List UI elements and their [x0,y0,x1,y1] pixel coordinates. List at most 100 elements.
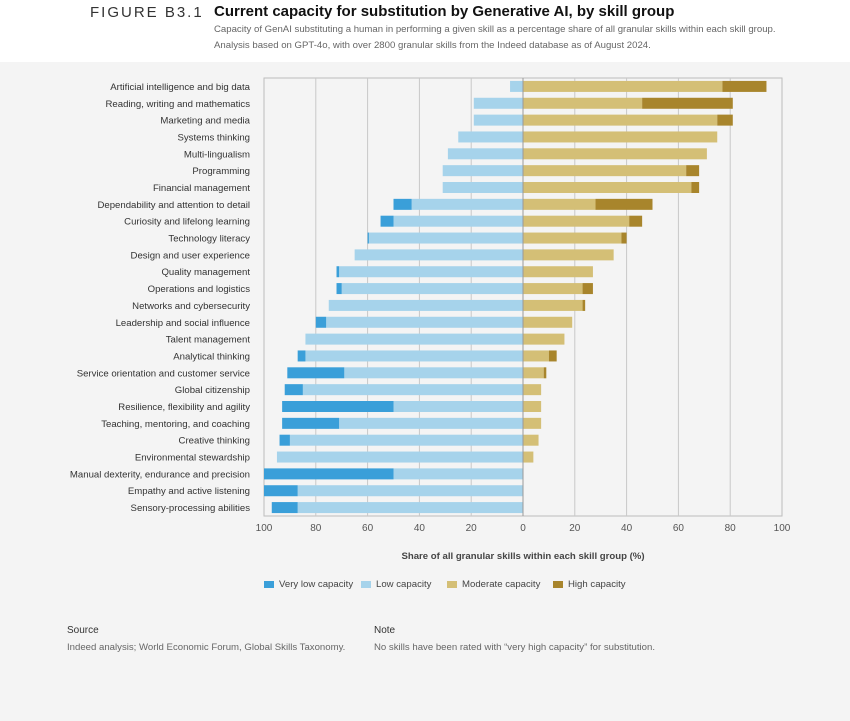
bar-very-low-capacity [336,266,340,278]
category-label: Service orientation and customer service [77,368,250,379]
category-label: Sensory-processing abilities [131,503,251,514]
bar-very-low-capacity [287,367,345,379]
bar-low-capacity [473,97,523,109]
bar-low-capacity [447,148,523,160]
bar-moderate-capacity [523,333,565,345]
category-label: Financial management [153,183,250,194]
bar-moderate-capacity [523,434,539,446]
figure-subtitle: Capacity of GenAI substituting a human i… [214,22,814,54]
category-label: Teaching, mentoring, and coaching [101,419,250,430]
category-label: Global citizenship [175,385,250,396]
bar-moderate-capacity [523,148,707,160]
category-label: Creative thinking [179,436,250,447]
bar-low-capacity [302,384,523,396]
category-label: Reading, writing and mathematics [105,99,250,110]
bar-low-capacity [354,249,523,261]
bar-moderate-capacity [523,451,534,463]
bar-very-low-capacity [336,283,342,295]
category-label: Artificial intelligence and big data [110,82,250,93]
bar-high-capacity [686,165,700,177]
bar-low-capacity [276,451,523,463]
bar-low-capacity [297,502,523,514]
bar-low-capacity [473,114,523,126]
x-tick-label: 20 [569,523,581,534]
legend-swatch [361,581,371,588]
x-tick-label: 80 [725,523,737,534]
bar-moderate-capacity [523,80,723,92]
bar-high-capacity [717,114,733,126]
category-label: Multi-lingualism [184,149,250,160]
bar-low-capacity [393,401,523,412]
category-label: Resilience, flexibility and agility [118,402,250,413]
bar-moderate-capacity [523,114,718,126]
bar-low-capacity [289,434,523,446]
bar-moderate-capacity [523,198,596,210]
bar-moderate-capacity [523,215,630,227]
bar-moderate-capacity [523,401,542,412]
bar-chart: 100 80 60 40 20 0 20 40 60 80 100 Artificial intell… [70,77,791,562]
bar-low-capacity [339,266,523,278]
bar-high-capacity [582,299,586,311]
bar-very-low-capacity [367,232,369,244]
x-tick-label: 100 [774,523,791,534]
bar-very-low-capacity [282,401,394,412]
bar-high-capacity [642,97,733,109]
bar-very-low-capacity [264,468,394,480]
category-label: Dependability and attention to detail [97,200,250,211]
bar-moderate-capacity [523,131,718,143]
bar-very-low-capacity [284,384,303,396]
bar-high-capacity [691,182,700,193]
category-label: Curiosity and lifelong learning [124,217,250,228]
source-text: Indeed analysis; World Economic Forum, G… [67,642,346,653]
bar-very-low-capacity [264,485,298,497]
bar-very-low-capacity [279,434,290,446]
legend-label: Very low capacity [279,579,354,590]
bar-low-capacity [305,350,523,362]
bar-low-capacity [339,417,523,429]
category-label: Technology literacy [168,234,250,245]
bar-moderate-capacity [523,165,687,177]
x-tick-label: 100 [256,523,273,534]
bar-moderate-capacity [523,350,549,362]
bar-high-capacity [548,350,557,362]
note-block: Note No skills have been rated with “ver… [374,625,794,653]
legend-item: Low capacity [361,579,431,590]
bar-low-capacity [442,182,523,193]
bar-very-low-capacity [315,316,327,328]
bar-moderate-capacity [523,266,593,278]
category-label: Operations and logistics [148,284,251,295]
bar-very-low-capacity [282,417,340,429]
bar-low-capacity [510,80,523,92]
bar-low-capacity [393,215,523,227]
chart-legend: Very low capacity Low capacity Moderate ca… [0,579,850,595]
chart-panel: 100 80 60 40 20 0 20 40 60 80 100 Artificial intell… [0,62,850,721]
category-label: Manual dexterity, endurance and precisio… [70,469,250,480]
bar-high-capacity [582,283,593,295]
category-label: Quality management [161,267,250,278]
bar-very-low-capacity [393,198,412,210]
bar-low-capacity [344,367,523,379]
legend-swatch [553,581,563,588]
bar-low-capacity [305,333,523,345]
bar-high-capacity [543,367,547,379]
bar-low-capacity [326,316,523,328]
category-label: Analytical thinking [173,351,250,362]
bar-low-capacity [393,468,523,480]
category-label: Programming [192,166,250,177]
bar-moderate-capacity [523,367,544,379]
bar-high-capacity [629,215,643,227]
legend-item: Moderate capacity [447,579,540,590]
bar-moderate-capacity [523,249,614,261]
category-label: Networks and cybersecurity [132,301,250,312]
x-axis-label: Share of all granular skills within each… [401,551,644,562]
source-block: Source Indeed analysis; World Economic F… [67,625,367,653]
legend-item: Very low capacity [264,579,353,590]
bar-moderate-capacity [523,97,643,109]
legend-label: Low capacity [376,579,432,590]
bar-low-capacity [411,198,523,210]
bar-low-capacity [341,283,523,295]
bar-low-capacity [442,165,523,177]
x-tick-label: 40 [621,523,633,534]
category-label: Design and user experience [131,250,250,261]
bar-moderate-capacity [523,384,542,396]
